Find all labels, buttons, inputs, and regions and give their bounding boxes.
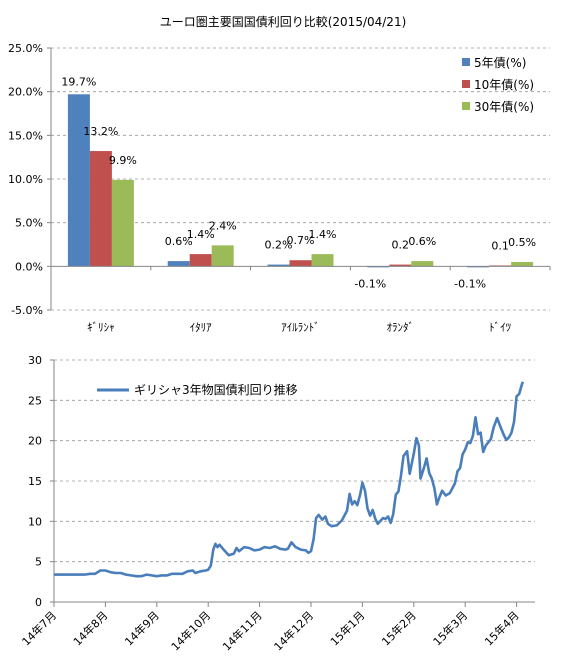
bar <box>267 264 290 267</box>
bar-y-tick-label: 5.0% <box>15 217 43 230</box>
bar-y-tick-label: 25.0% <box>8 42 43 55</box>
bar <box>89 151 112 267</box>
bar-legend-swatch <box>462 102 470 110</box>
bar-data-label: 0.5% <box>508 236 536 249</box>
bar-data-label: 0.1 <box>491 239 509 252</box>
bar-data-label: 9.9% <box>109 154 137 167</box>
bar-data-label: -0.1% <box>354 277 386 290</box>
bar <box>67 94 90 267</box>
bar-legend-swatch <box>462 80 470 88</box>
line-y-tick-label: 0 <box>35 596 42 609</box>
bar-chart-title: ユーロ圏主要国国債利回り比較(2015/04/21) <box>160 14 407 29</box>
bar <box>389 264 412 267</box>
bar-y-tick-label: 10.0% <box>8 173 43 186</box>
line-y-tick-label: 15 <box>28 475 42 488</box>
line-y-tick-label: 10 <box>28 515 42 528</box>
bar <box>511 261 534 267</box>
bar-category-label: ｵﾗﾝﾀﾞ <box>387 321 415 334</box>
bar-data-label: 0.6% <box>408 235 436 248</box>
bar-data-label: 13.2% <box>83 125 118 138</box>
bar <box>167 261 190 267</box>
line-chart-gridlines <box>54 359 535 563</box>
bar <box>411 261 434 267</box>
bar-y-tick-label: 20.0% <box>8 86 43 99</box>
bar-y-tick-label: -5.0% <box>11 304 43 317</box>
bar-data-label: -0.1% <box>454 277 486 290</box>
bar-category-label: ｲﾀﾘｱ <box>190 321 212 334</box>
bar <box>111 179 134 267</box>
bar-legend-label: 5年債(%) <box>474 55 526 70</box>
bar <box>289 260 312 267</box>
line-y-tick-label: 20 <box>28 435 42 448</box>
bar-y-tick-label: 15.0% <box>8 129 43 142</box>
line-y-tick-label: 30 <box>28 354 42 367</box>
bar-chart-legend: 5年債(%) 10年債(%) 30年債(%) <box>462 55 534 114</box>
bar-chart-gridlines <box>51 47 550 311</box>
line-y-tick-label: 5 <box>35 556 42 569</box>
bar-data-label: 19.7% <box>61 75 96 88</box>
bar-data-label: 0.2% <box>265 239 293 252</box>
line-chart-legend: ギリシャ3年物国債利回り推移 <box>97 382 298 397</box>
bar <box>211 245 234 267</box>
line-y-tick-label: 25 <box>28 394 42 407</box>
bar-category-label: ｱｲﾙﾗﾝﾄﾞ <box>281 321 320 334</box>
bar-chart: ユーロ圏主要国国債利回り比較(2015/04/21) -5.0% 0.0% 5.0%… <box>8 14 551 334</box>
bar <box>189 254 212 267</box>
bar-data-label: 1.4% <box>187 228 215 241</box>
bar <box>311 254 334 267</box>
line-chart-y-axis: 0 5 10 15 20 25 30 <box>28 354 55 609</box>
bar-data-label: 0.6% <box>165 235 193 248</box>
line-legend-label: ギリシャ3年物国債利回り推移 <box>134 382 298 397</box>
bar-y-tick-label: 0.0% <box>15 260 43 273</box>
bar-legend-swatch <box>462 58 470 66</box>
bar-chart-data-labels: 19.7%13.2%9.9%0.6%1.4%2.4%0.2%0.7%1.4%-0… <box>61 75 536 290</box>
bar-data-label: 0.2 <box>392 239 410 252</box>
bar-category-label: ｷﾞﾘｼｬ <box>87 321 115 334</box>
bar-data-label: 1.4% <box>309 228 337 241</box>
bar-legend-label: 30年債(%) <box>474 99 534 114</box>
bar-category-label: ﾄﾞｲﾂ <box>489 321 511 334</box>
line-series-greece-3y <box>54 381 525 578</box>
bar-data-label: 0.7% <box>287 234 315 247</box>
bar-data-label: 2.4% <box>209 219 237 232</box>
bar-chart-x-axis: ｷﾞﾘｼｬ ｲﾀﾘｱ ｱｲﾙﾗﾝﾄﾞ ｵﾗﾝﾀﾞ ﾄﾞｲﾂ <box>50 265 551 334</box>
bar-legend-label: 10年債(%) <box>474 77 534 92</box>
